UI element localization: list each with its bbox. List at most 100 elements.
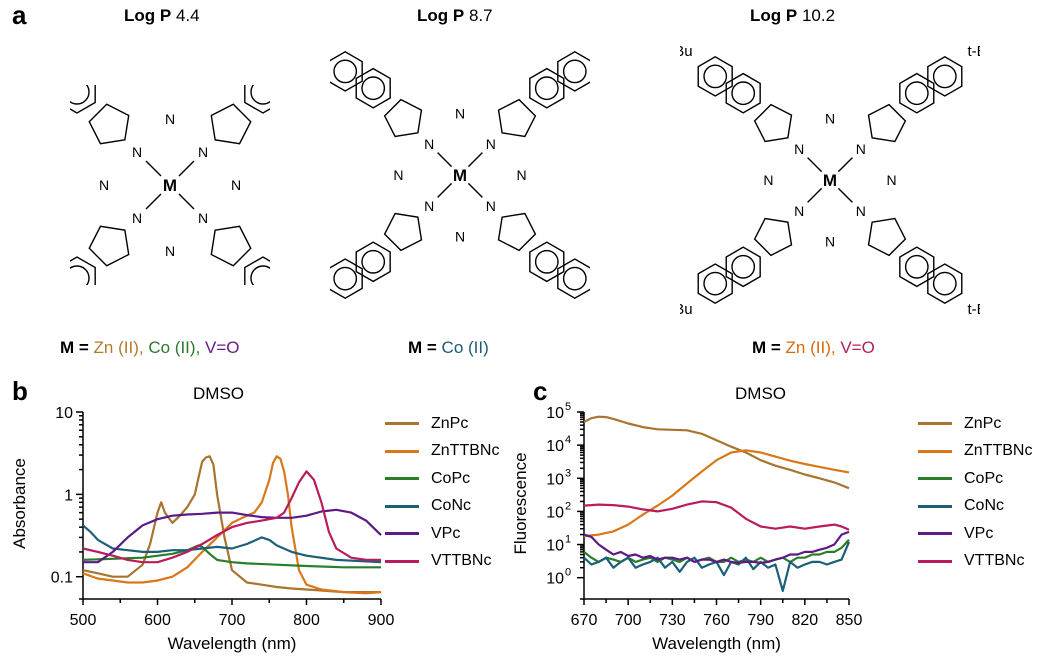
legend-label: VPc (431, 524, 461, 542)
coordination-bond (145, 160, 162, 177)
benzo-ring (529, 241, 565, 283)
metal-prefix: M = (752, 338, 781, 357)
aromatic-circle (932, 64, 957, 89)
logp-prefix: Log P (750, 6, 798, 25)
pyrrole-ring (88, 225, 130, 267)
aromatic-circle (932, 271, 957, 296)
legend-item-copc: CoPc (385, 465, 499, 493)
metal-co: Co (II), (148, 338, 201, 357)
metal-vo: V=O (205, 338, 240, 357)
pyrrole-ring (867, 217, 907, 257)
metal-prefix: M = (408, 338, 437, 357)
benzo-ring (899, 246, 935, 288)
pyrrole-n-label: N (794, 141, 804, 157)
benzo-ring (725, 246, 761, 288)
pyrrole-ring (753, 103, 793, 143)
legend-label: CoNc (431, 497, 472, 515)
benzo-ring (58, 256, 96, 300)
substituent-label: t-Bu (680, 301, 693, 318)
panel-label-b: b (12, 376, 28, 406)
coordination-bond (467, 182, 483, 198)
legend-item-znpc: ZnPc (385, 410, 499, 438)
legend-item-conc: CoNc (918, 493, 1032, 521)
axes (577, 411, 850, 605)
aromatic-circle (64, 79, 90, 105)
y-tick-exponent: 3 (565, 467, 571, 479)
aromatic-circle (703, 64, 728, 89)
legend-swatch (918, 422, 952, 426)
pyrrole-ring (497, 212, 537, 252)
coordination-bond (467, 152, 483, 168)
pyrrole-n-label: N (198, 144, 208, 160)
y-tick-label: 10 (546, 538, 564, 555)
x-tick-label: 900 (368, 612, 395, 629)
aromatic-circle (562, 266, 587, 291)
series-line-znpc (583, 415, 850, 490)
aromatic-circle (534, 249, 559, 274)
x-tick-label: 800 (293, 612, 320, 629)
y-tick-label: 10 (546, 471, 564, 488)
benzo-ring (899, 72, 935, 114)
y-tick-label: 10 (55, 405, 73, 422)
coordination-bond (145, 193, 162, 210)
x-tick-label: 760 (703, 612, 730, 629)
legend-item-conc: CoNc (385, 493, 499, 521)
structure-pc: N N N N N N N N M (58, 70, 282, 300)
legend-label: VTTBNc (964, 552, 1025, 570)
legend-label: CoPc (964, 469, 1004, 487)
substituent-label: t-Bu (967, 43, 980, 60)
benzo-ring (927, 263, 963, 305)
pyrrole-ring (753, 217, 793, 257)
legend-label: ZnPc (964, 414, 1002, 432)
series-line-vttbnc (583, 500, 850, 531)
y-tick-label: 10 (546, 405, 564, 422)
meso-n-label: N (887, 172, 897, 188)
aromatic-circle (250, 79, 276, 105)
legend-swatch (918, 559, 952, 563)
benzo-ring (58, 70, 96, 114)
x-tick-label: 500 (70, 612, 97, 629)
benzo-ring (327, 50, 363, 92)
aromatic-circle (562, 59, 587, 84)
logp-prefix: Log P (124, 6, 172, 25)
legend-swatch (918, 477, 952, 481)
chart-c-title: DMSO (735, 384, 786, 403)
pyrrole-n-label: N (794, 203, 804, 219)
coordination-bond (807, 187, 823, 203)
absorbance-chart: 500 600 700 800 900 0.1 1 10 Wavelength (nm) Abso… (10, 405, 395, 653)
legend-swatch (385, 559, 419, 563)
legend-item-vpc: VPc (385, 520, 499, 548)
legend-label: VPc (964, 524, 994, 542)
pyrrole-n-label: N (424, 136, 434, 152)
legend-swatch (385, 477, 419, 481)
metal-vo: V=O (840, 338, 875, 357)
aromatic-circle (904, 254, 929, 279)
x-axis-label: Wavelength (nm) (168, 634, 297, 653)
substituent-label: t-Bu (967, 301, 980, 318)
x-tick-label: 850 (836, 612, 863, 629)
series-line-conc (82, 524, 382, 564)
legend-item-vttbnc: VTTBNc (918, 548, 1032, 576)
aromatic-circle (731, 254, 756, 279)
pyrrole-ring (867, 103, 907, 143)
series-line-conc (583, 541, 851, 592)
aromatic-circle (250, 265, 276, 291)
y-tick-exponent: 2 (565, 500, 571, 512)
benzo-ring (557, 50, 593, 92)
legend-label: CoNc (964, 497, 1005, 515)
pyrrole-n-label: N (424, 198, 434, 214)
meso-n-label: N (165, 243, 175, 259)
metal-line-3: M = Zn (II), V=O (752, 338, 875, 358)
y-tick-label: 0.1 (51, 570, 73, 587)
legend-swatch (918, 504, 952, 508)
legend-label: ZnTTBNc (431, 442, 500, 460)
logp-label-3: Log P 10.2 (750, 6, 835, 26)
legend-swatch (385, 532, 419, 536)
metal-center-label: M (163, 176, 177, 195)
benzo-ring (697, 263, 733, 305)
molecule-bonds (697, 55, 963, 305)
benzo-ring (725, 72, 761, 114)
legend-label: CoPc (431, 469, 471, 487)
legend-item-znttbnc: ZnTTBNc (385, 438, 499, 466)
